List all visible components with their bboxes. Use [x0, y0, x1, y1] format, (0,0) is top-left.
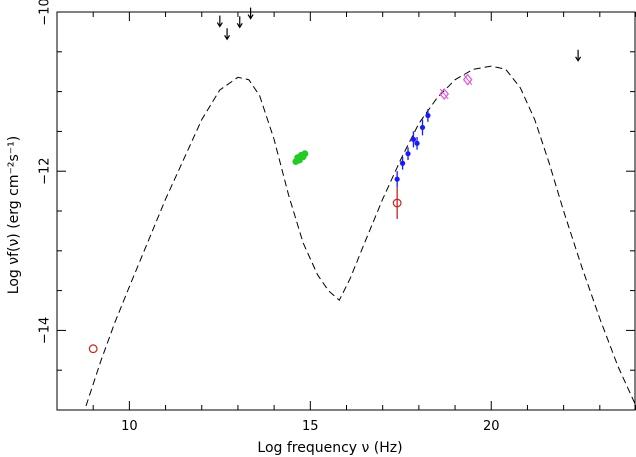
data-point	[439, 88, 449, 100]
data-point	[301, 150, 309, 158]
y-tick-label: −12	[38, 157, 53, 184]
data-point	[405, 151, 411, 157]
x-axis-label: Log frequency ν (Hz)	[257, 440, 402, 456]
x-tick-label: 20	[483, 419, 500, 434]
upper-limit-arrowhead	[247, 14, 254, 20]
data-point	[399, 160, 406, 166]
upper-limit-arrowhead	[236, 23, 243, 29]
y-tick-label: −10	[38, 0, 53, 26]
data-point	[462, 73, 473, 86]
data-point	[394, 176, 400, 182]
plot-frame	[56, 11, 636, 411]
upper-limit-arrowhead	[224, 34, 231, 41]
x-tick-label: 10	[121, 419, 138, 434]
data-layer	[85, 7, 636, 407]
y-axis-label: Log νf(ν) (erg cm⁻²s⁻¹)	[6, 136, 22, 294]
model-curve	[85, 65, 636, 407]
data-point	[392, 198, 402, 208]
upper-limit-arrowhead	[216, 22, 223, 28]
data-point	[425, 112, 431, 119]
data-point	[88, 344, 98, 354]
error-bar	[439, 88, 449, 100]
y-tick-label: −14	[38, 317, 53, 344]
x-tick-label: 15	[302, 419, 319, 434]
upper-limit-arrowhead	[575, 56, 582, 62]
data-point	[414, 140, 420, 146]
error-bar	[463, 74, 473, 85]
data-point	[410, 136, 417, 142]
data-point	[419, 124, 426, 131]
axes: 10 15 20 −10 −12 −14	[38, 0, 636, 434]
